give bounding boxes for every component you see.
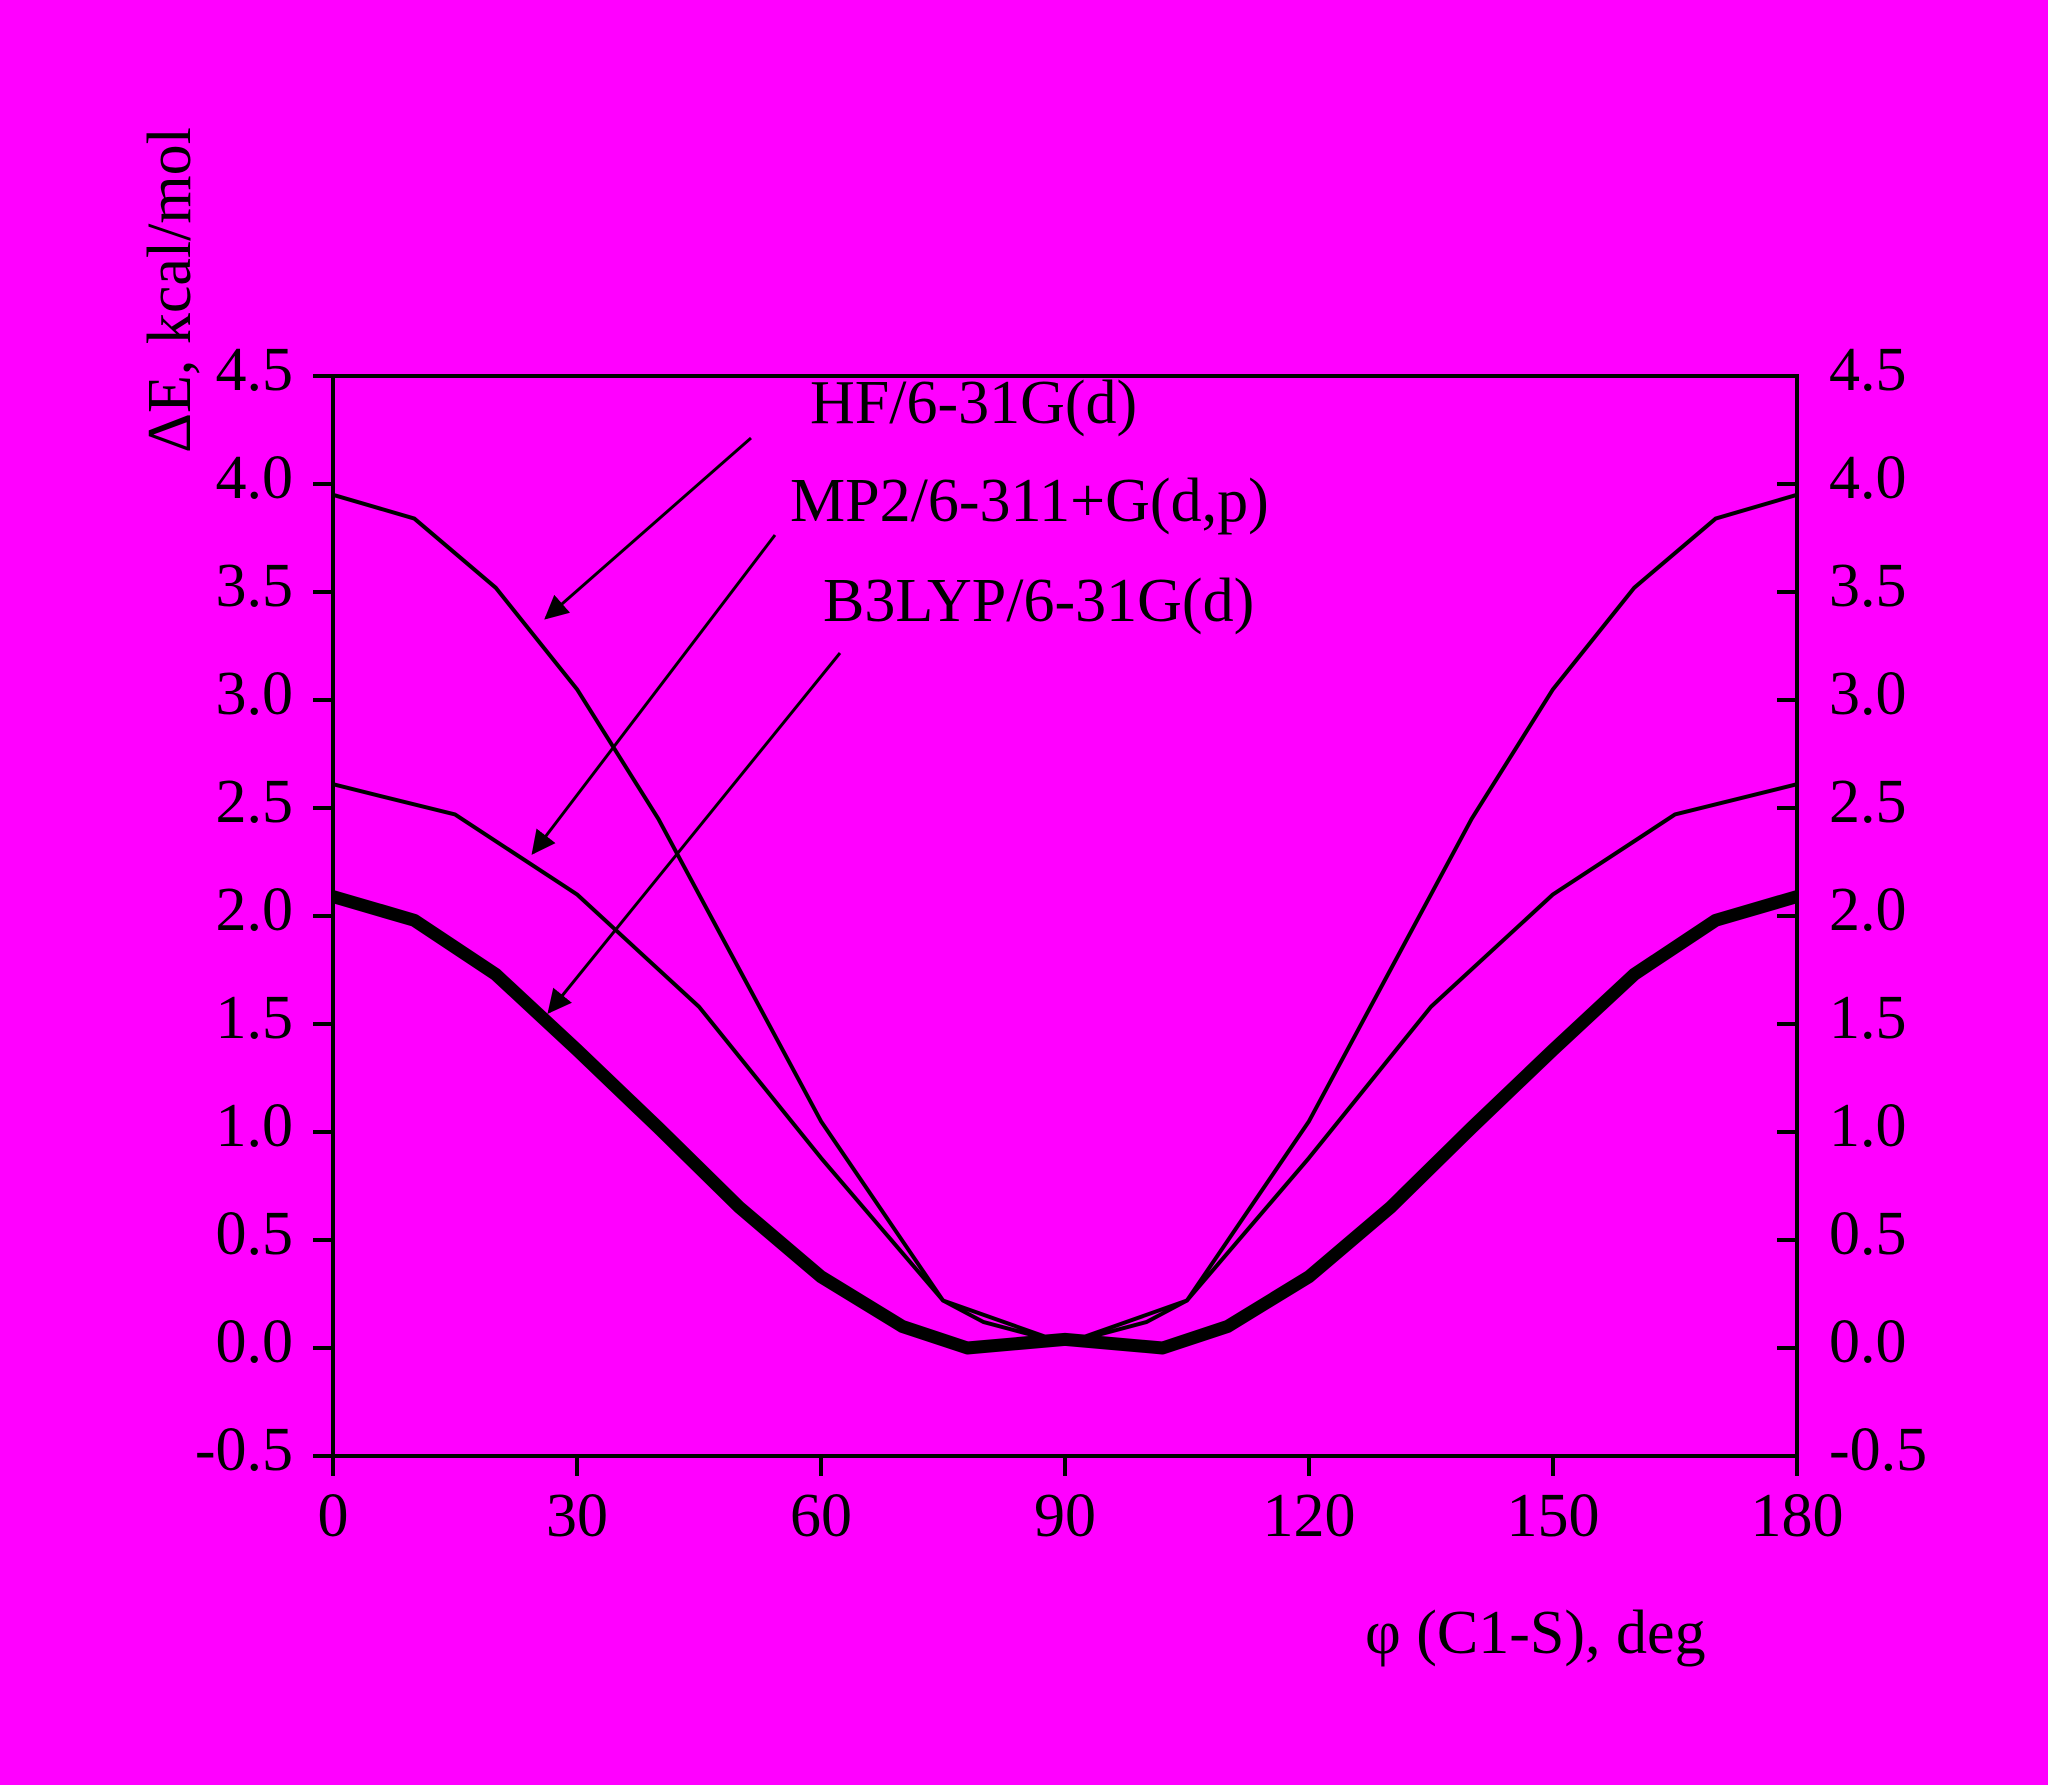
y2-tick-label: 2.0 [1829,876,1907,944]
y2-tick-label: 0.0 [1829,1308,1907,1376]
y-tick-label: 1.0 [216,1092,294,1160]
x-tick-label: 180 [1751,1482,1844,1550]
y-tick-label: 0.0 [216,1308,294,1376]
series-line [331,890,1799,1355]
y2-tick-label: 3.0 [1829,660,1907,728]
y-tick-label: 1.5 [216,984,294,1052]
x-tick-label: 90 [1034,1482,1096,1550]
y-tick-label: 2.0 [216,876,294,944]
y2-tick-label: -0.5 [1829,1416,1927,1484]
x-tick-label: 150 [1507,1482,1600,1550]
annotation: MP2/6-311+G(d,p) [790,467,1269,535]
x-axis-label: φ (C1-S), deg [1365,1599,1706,1667]
x-tick-label: 120 [1263,1482,1356,1550]
y2-tick-label: 3.5 [1829,552,1907,620]
annotation: B3LYP/6-31G(d) [823,567,1254,635]
x-tick-label: 30 [546,1482,608,1550]
arrow [544,436,752,620]
y2-tick-label: 2.5 [1829,768,1907,836]
arrow [531,534,777,855]
x-tick-label: 0 [318,1482,349,1550]
y-tick-label: -0.5 [195,1416,293,1484]
x-tick-label: 60 [790,1482,852,1550]
y-tick-label: 2.5 [216,768,294,836]
y2-tick-label: 1.0 [1829,1092,1907,1160]
y-tick-label: 4.5 [216,336,294,404]
y-axis-label: ΔE, kcal/mol [136,127,204,453]
y2-tick-label: 4.0 [1829,444,1907,512]
arrow [547,652,842,1014]
y2-tick-label: 4.5 [1829,336,1907,404]
y2-tick-label: 0.5 [1829,1200,1907,1268]
y-tick-label: 3.0 [216,660,294,728]
y-tick-label: 4.0 [216,444,294,512]
y-tick-label: 0.5 [216,1200,294,1268]
annotation: HF/6-31G(d) [810,369,1137,437]
y2-tick-label: 1.5 [1829,984,1907,1052]
y-tick-label: 3.5 [216,552,294,620]
